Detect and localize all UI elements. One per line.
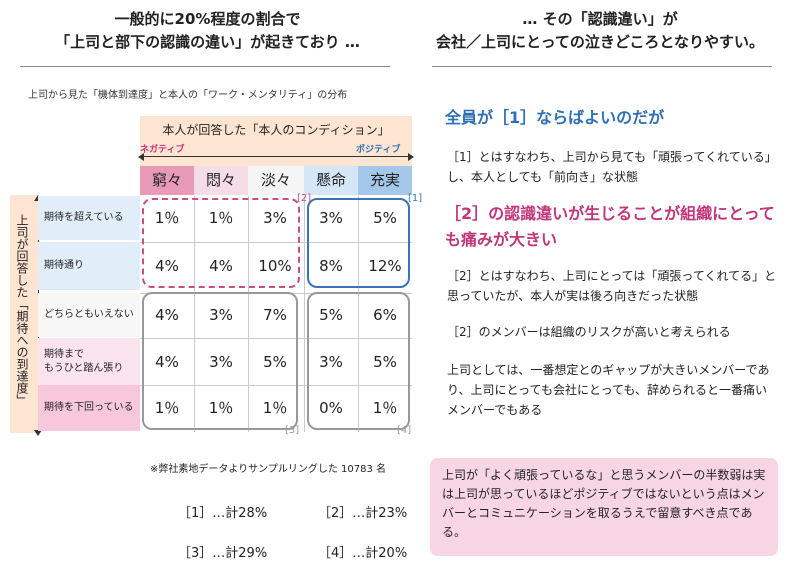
column-header-1: 悶々 <box>194 166 248 195</box>
table-cell: 1％ <box>372 399 398 417</box>
right-heading-2: ［2］の認識違いが生じることが組織にとっても痛みが大きい <box>445 204 775 249</box>
row-label: 期待を超えている <box>38 196 140 240</box>
table-cell: 1％ <box>154 399 180 417</box>
table-cell: 6% <box>373 306 397 324</box>
matrix-caption: 上司から見た「機体到達度」と本人の「ワーク・メンタリティ」の分布 <box>28 90 348 101</box>
arrow-left-head <box>138 153 144 161</box>
table-cell: 0% <box>319 399 343 417</box>
row-label: 期待通り <box>38 242 140 290</box>
grid-line <box>140 385 412 386</box>
right-header-rule <box>432 66 772 67</box>
column-header-4: 充実 <box>358 166 412 195</box>
row-label: どちらともいえない <box>38 293 140 337</box>
table-cell: 4% <box>209 257 233 275</box>
group-3-outline <box>142 292 298 430</box>
total-2: ［2］…計23% <box>318 506 408 521</box>
right-para-1: ［1］とはすなわち、上司から見ても「頑張ってくれている」し、本人としても「前向き… <box>447 150 777 184</box>
note-box: 上司が「よく頑張っているな」と思うメンバーの半数弱は実は上司が思っているほどポジ… <box>430 458 778 556</box>
grid-line <box>304 196 305 432</box>
table-cell: 5% <box>319 306 343 324</box>
table-cell: 1％ <box>262 399 288 417</box>
table-cell: 3% <box>319 209 343 227</box>
side-label: 上司が回答した「期待への到達度」 <box>15 214 29 406</box>
group-1-outline <box>307 198 410 288</box>
right-header: … その「認識違い」が 会社／上司にとっての泣きどころとなりやすい。 <box>420 8 780 54</box>
table-cell: 5% <box>373 352 397 371</box>
grid-line <box>248 196 249 432</box>
column-header-3: 懸命 <box>304 166 358 195</box>
column-header-2: 淡々 <box>248 166 304 195</box>
table-cell: 1％ <box>208 209 234 227</box>
right-header-line1: … その「認識違い」が <box>522 10 678 28</box>
right-para-2: ［2］とはすなわち、上司にとっては「頑張ってくれてる」と思っていたが、本人が実は… <box>447 269 777 303</box>
top-label: 本人が回答した「本人のコンディション」 <box>162 123 390 137</box>
table-cell: 8% <box>319 257 343 275</box>
right-header-line2: 会社／上司にとっての泣きどころとなりやすい。 <box>436 33 764 51</box>
total-3: ［3］…計29% <box>178 546 268 561</box>
table-cell: 7% <box>263 306 287 324</box>
table-cell: 1％ <box>208 399 234 417</box>
table-cell: 3% <box>319 352 343 371</box>
axis-arrow <box>140 156 412 157</box>
note-text: 上司が「よく頑張っているな」と思うメンバーの半数弱は実は上司が思っているほどポジ… <box>442 468 766 539</box>
table-cell: 5% <box>373 209 397 227</box>
table-cell: 4% <box>155 306 179 324</box>
side-arrow-bottom <box>34 430 42 436</box>
row-label: 期待を下回っている <box>38 385 140 431</box>
group-4-outline <box>307 292 410 430</box>
table-cell: 3% <box>209 306 233 324</box>
left-header-line1: 一般的に20%程度の割合で <box>114 10 301 28</box>
group-tag-1: [1] <box>408 193 423 204</box>
negative-label: ネガティブ <box>140 145 185 155</box>
table-cell: 3% <box>209 352 233 371</box>
side-band <box>10 195 38 433</box>
arrow-right-head <box>408 153 414 161</box>
grid-line <box>140 338 412 339</box>
left-header-line2: 「上司と部下の認識の違い」が起きており … <box>55 33 360 51</box>
row-label: 期待まで もうひと踏ん張り <box>38 338 140 385</box>
grid-line <box>194 196 195 432</box>
table-cell: 12% <box>368 257 402 275</box>
table-cell: 10% <box>258 257 292 275</box>
column-header-0: 窮々 <box>140 166 194 195</box>
right-heading-1: 全員が［1］ならばよいのだが <box>445 108 665 127</box>
top-band <box>140 116 412 166</box>
table-cell: 5% <box>263 352 287 371</box>
group-tag-2: [2] <box>297 193 312 204</box>
total-4: ［4］…計20% <box>318 546 408 561</box>
source-note: ※弊社素地データよりサンプルリングした 10783 名 <box>150 464 387 475</box>
group-2-outline <box>142 198 300 288</box>
left-header-rule <box>20 66 390 67</box>
table-cell: 3% <box>263 209 287 227</box>
grid-line <box>140 242 412 243</box>
group-tag-3: [3] <box>285 425 300 436</box>
right-para-4: 上司としては、一番想定とのギャップが大きいメンバーであり、上司にとっても会社にと… <box>447 363 770 417</box>
left-header: 一般的に20%程度の割合で 「上司と部下の認識の違い」が起きており … <box>20 8 395 54</box>
grid-line <box>358 196 359 432</box>
total-1: ［1］…計28% <box>178 506 268 521</box>
table-cell: 1％ <box>154 209 180 227</box>
table-cell: 4% <box>155 257 179 275</box>
positive-label: ポジティブ <box>356 145 401 155</box>
group-tag-4: [4] <box>397 425 412 436</box>
right-para-3: ［2］のメンバーは組織のリスクが高いと考えられる <box>447 325 731 339</box>
table-cell: 4% <box>155 352 179 371</box>
